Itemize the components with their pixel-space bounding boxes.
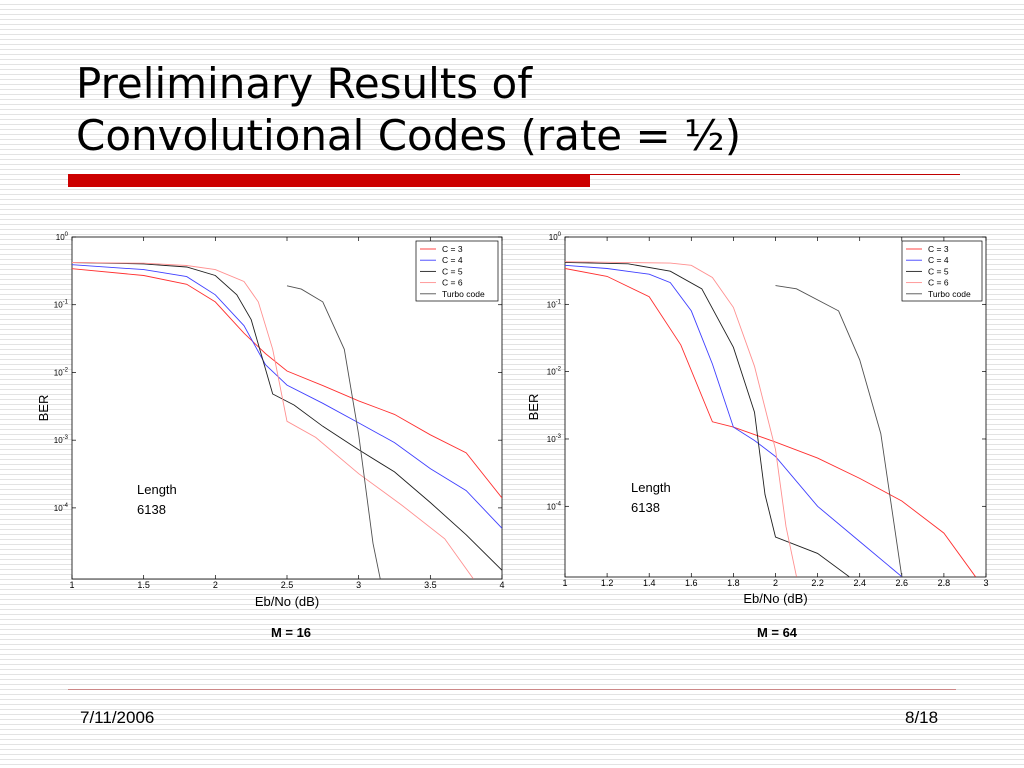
series-line-c-4 (565, 264, 903, 577)
slide-title-line-2: Convolutional Codes (rate = ½) (76, 111, 742, 160)
y-tick-label: 10-3 (547, 434, 562, 444)
y-tick-label: 10-3 (54, 435, 69, 445)
x-tick-label: 2 (213, 580, 218, 590)
x-tick-label: 2 (773, 578, 778, 588)
series-line-c-3 (72, 268, 502, 499)
series-line-c-6 (565, 261, 797, 577)
x-tick-label: 1.2 (601, 578, 614, 588)
y-tick-label: 10-4 (54, 503, 69, 513)
legend-label: C = 3 (928, 244, 949, 254)
annotation-line-2: 6138 (137, 502, 166, 517)
annotation-line-1: Length (137, 482, 177, 497)
y-tick-label: 100 (549, 232, 562, 242)
legend-label: C = 5 (928, 266, 949, 276)
x-tick-label: 1.6 (685, 578, 698, 588)
annotation-line-1: Length (631, 480, 671, 495)
series-line-c-5 (72, 262, 502, 571)
y-tick-label: 10-4 (547, 501, 562, 511)
x-tick-label: 3 (356, 580, 361, 590)
legend-label: Turbo code (928, 289, 971, 299)
chart-caption: M = 16 (271, 625, 311, 640)
slide-title-line-1: Preliminary Results of (76, 59, 533, 108)
slide-title: Preliminary Results of Convolutional Cod… (76, 58, 956, 162)
legend-label: Turbo code (442, 289, 485, 299)
x-tick-label: 2.8 (938, 578, 951, 588)
legend-label: C = 6 (442, 278, 463, 288)
chart-caption: M = 64 (757, 625, 798, 640)
x-tick-label: 4 (499, 580, 504, 590)
x-tick-label: 2.6 (896, 578, 909, 588)
x-tick-label: 1.4 (643, 578, 656, 588)
legend-label: C = 3 (442, 244, 463, 254)
x-axis-label: Eb/No (dB) (255, 594, 319, 609)
y-tick-label: 10-1 (54, 300, 69, 310)
footer-date: 7/11/2006 (80, 708, 155, 727)
series-line-turbo-code (775, 285, 903, 577)
y-tick-label: 100 (56, 232, 69, 242)
y-tick-label: 10-2 (547, 367, 562, 377)
footer-divider (68, 689, 956, 690)
legend-label: C = 4 (928, 255, 949, 265)
x-tick-label: 1.8 (727, 578, 740, 588)
legend-label: C = 6 (928, 278, 949, 288)
footer-page-number: 8/18 (905, 708, 939, 727)
y-tick-label: 10-1 (547, 299, 562, 309)
series-line-turbo-code (286, 285, 381, 579)
x-tick-label: 2.4 (853, 578, 866, 588)
y-axis-label: BER (526, 394, 541, 421)
legend-label: C = 5 (442, 266, 463, 276)
chart-panel-1: 1 1.5 2 2.5 3 3.5 4 100 10-1 10-2 10-3 10-4 Eb/No (d… (36, 232, 505, 640)
x-axis-label: Eb/No (dB) (743, 591, 807, 606)
chart-panel-2: 1 1.2 1.4 1.6 1.8 2 2.2 2.4 2.6 2.8 3 100 10-1 10-2 10… (526, 232, 989, 640)
series-line-c-6 (72, 262, 474, 579)
x-tick-label: 1.5 (137, 580, 150, 590)
x-tick-label: 3 (983, 578, 988, 588)
y-tick-label: 10-2 (54, 367, 69, 377)
y-axis-label: BER (36, 395, 51, 422)
x-tick-label: 3.5 (424, 580, 437, 590)
series-line-c-4 (72, 264, 502, 529)
series-line-c-3 (565, 268, 976, 577)
x-tick-label: 2.5 (281, 580, 294, 590)
title-accent-bar (68, 174, 590, 187)
annotation-line-2: 6138 (631, 500, 660, 515)
x-tick-label: 1 (562, 578, 567, 588)
x-tick-label: 1 (69, 580, 74, 590)
x-tick-label: 2.2 (811, 578, 824, 588)
legend-label: C = 4 (442, 255, 463, 265)
series-line-c-5 (565, 261, 850, 577)
